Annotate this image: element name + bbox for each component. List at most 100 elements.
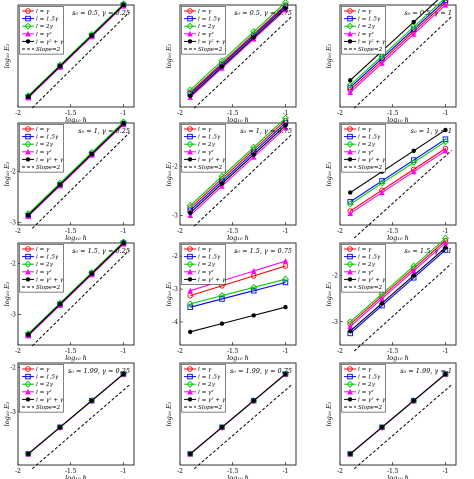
legend-marker [187, 253, 193, 260]
series-line-l-g2-g [27, 4, 124, 98]
slope-reference-line [353, 384, 452, 470]
x-tick-label: -2 [177, 110, 183, 117]
legend-entry: Slope=2 [36, 47, 61, 53]
legend-entry: l = 1.5γ [358, 375, 381, 381]
data-point [379, 425, 385, 430]
legend-marker [25, 133, 31, 140]
y-tick-label: -3 [10, 219, 16, 226]
legend-entry: l = γ² + γ [358, 38, 386, 45]
data-point [187, 292, 193, 299]
x-tick-label: -2 [15, 468, 21, 475]
legend-marker [25, 39, 31, 44]
legend-entry: l = 1.5γ [358, 255, 381, 261]
legend-marker [187, 397, 193, 402]
legend-marker [187, 246, 193, 252]
y-axis-label: log₁₀ E₂ [325, 161, 333, 186]
panel-title: s₀ = 1.5, γ = 1 [404, 247, 452, 255]
chart-panel-5: -2 -1.5 -1 -2 -3 log₁₀ h log₁₀ E₂ s₀ = 1, γ = 0… [165, 114, 297, 242]
series-line-l-g2-g [189, 7, 286, 97]
data-point [186, 86, 194, 94]
data-point [443, 127, 448, 133]
x-axis-label: log₁₀ h [65, 234, 87, 242]
data-point [410, 158, 418, 166]
y-tick-label: -3 [332, 319, 338, 326]
legend-marker [24, 380, 32, 388]
legend: l = γ l = 1.5γl = 2γl = γ²l = γ² + γ Slope… [341, 364, 386, 413]
y-tick-label: -2 [332, 272, 338, 279]
series-line-l-1-5g [349, 0, 446, 88]
legend-marker [187, 8, 193, 14]
x-tick-label: -1 [443, 468, 449, 475]
data-point [250, 283, 258, 291]
y-axis-label: log₁₀ E₂ [165, 43, 173, 68]
y-tick-label: -2 [172, 253, 178, 260]
legend-marker [187, 157, 193, 162]
panel-title: s₀ = 1, γ = 0.75 [240, 127, 292, 135]
slope-reference-line [193, 16, 292, 109]
legend-marker [25, 246, 31, 252]
legend-marker [347, 397, 353, 402]
series-line-l-1-5g [349, 249, 446, 334]
legend-box [341, 6, 386, 55]
x-tick-label: -1.5 [65, 228, 77, 235]
legend-box [19, 124, 64, 173]
legend-entry: l = 2γ [358, 24, 376, 30]
legend-entry: l = γ² [198, 389, 214, 396]
data-point [219, 321, 225, 326]
legend: l = γ l = 1.5γl = 2γl = γ²l = γ² + γ Slope… [19, 124, 64, 173]
x-tick-label: -1.5 [387, 468, 399, 475]
legend-marker [186, 260, 194, 268]
legend-entry: l = γ² + γ [358, 396, 386, 403]
data-point [442, 136, 449, 142]
legend-entry: l = γ² + γ [198, 396, 226, 403]
legend-marker [186, 22, 194, 30]
data-point [442, 147, 449, 154]
y-axis-label: log₁₀ E₂ [3, 43, 11, 68]
data-point [219, 64, 225, 69]
series-line-l-g2 [189, 127, 286, 216]
data-point [57, 302, 63, 307]
y-tick-label: -2 [10, 364, 16, 371]
legend-marker [24, 140, 32, 148]
data-point [283, 6, 288, 11]
x-axis-label: log₁₀ h [387, 234, 409, 242]
data-point [347, 323, 354, 330]
legend-entry: l = 1.5γ [36, 255, 59, 261]
legend-entry: l = γ² + γ [36, 38, 64, 45]
series-line-l-g2-g [349, 129, 446, 194]
legend-entry: Slope=2 [36, 285, 61, 291]
x-axis-label: log₁₀ h [387, 474, 409, 479]
data-point [442, 240, 449, 246]
x-axis-label: log₁₀ h [387, 116, 409, 124]
legend-entry: l = 2γ [358, 262, 376, 268]
x-tick-label: -2 [337, 468, 343, 475]
data-point [411, 19, 416, 25]
series-line-l-g2 [27, 243, 124, 337]
x-tick-label: -1 [443, 110, 449, 117]
legend-marker [25, 277, 31, 282]
legend-entry: l = γ [358, 247, 372, 253]
chart-panel-11: -2 -1.5 -1 log₁₀ h log₁₀ E₂ s₀ = 1.99, γ = 0.… [165, 362, 297, 479]
panel-title: s₀ = 1.5, γ = 0.25 [72, 247, 130, 255]
legend-marker [187, 148, 193, 155]
legend-entry: l = 1.5γ [358, 17, 381, 23]
data-point [57, 182, 63, 187]
legend-marker [347, 148, 353, 155]
data-point [26, 332, 31, 337]
legend-marker [347, 30, 353, 37]
data-point [219, 183, 225, 189]
x-tick-label: -1.5 [387, 348, 399, 355]
legend-box [19, 364, 64, 413]
panel-title: s₀ = 1.99, γ = 1 [400, 367, 452, 375]
chart-panel-7: -2 -1.5 -1 -2 -3 log₁₀ h log₁₀ E₂ s₀ = 1.5, γ =… [3, 238, 135, 362]
data-point [188, 329, 193, 335]
data-point [218, 292, 226, 300]
panel-title: s₀ = 1.99, γ = 0.25 [68, 367, 130, 375]
legend-marker [25, 366, 31, 372]
chart-panel-2: -2 -1.5 -1 log₁₀ h log₁₀ E₂ s₀ = 0.5, γ = 0.7… [165, 0, 297, 124]
series-line-l-2g [189, 2, 286, 91]
chart-panel-3: -2 -1.5 -1 log₁₀ h log₁₀ E₂ s₀ = 0.5, γ = 1 l … [325, 0, 457, 124]
legend: l = γ l = 1.5γl = 2γl = γ²l = γ² + γ Slope… [19, 6, 64, 55]
data-point [250, 154, 257, 160]
legend: l = γ l = 1.5γl = 2γl = γ²l = γ² + γ Slope… [181, 124, 226, 173]
